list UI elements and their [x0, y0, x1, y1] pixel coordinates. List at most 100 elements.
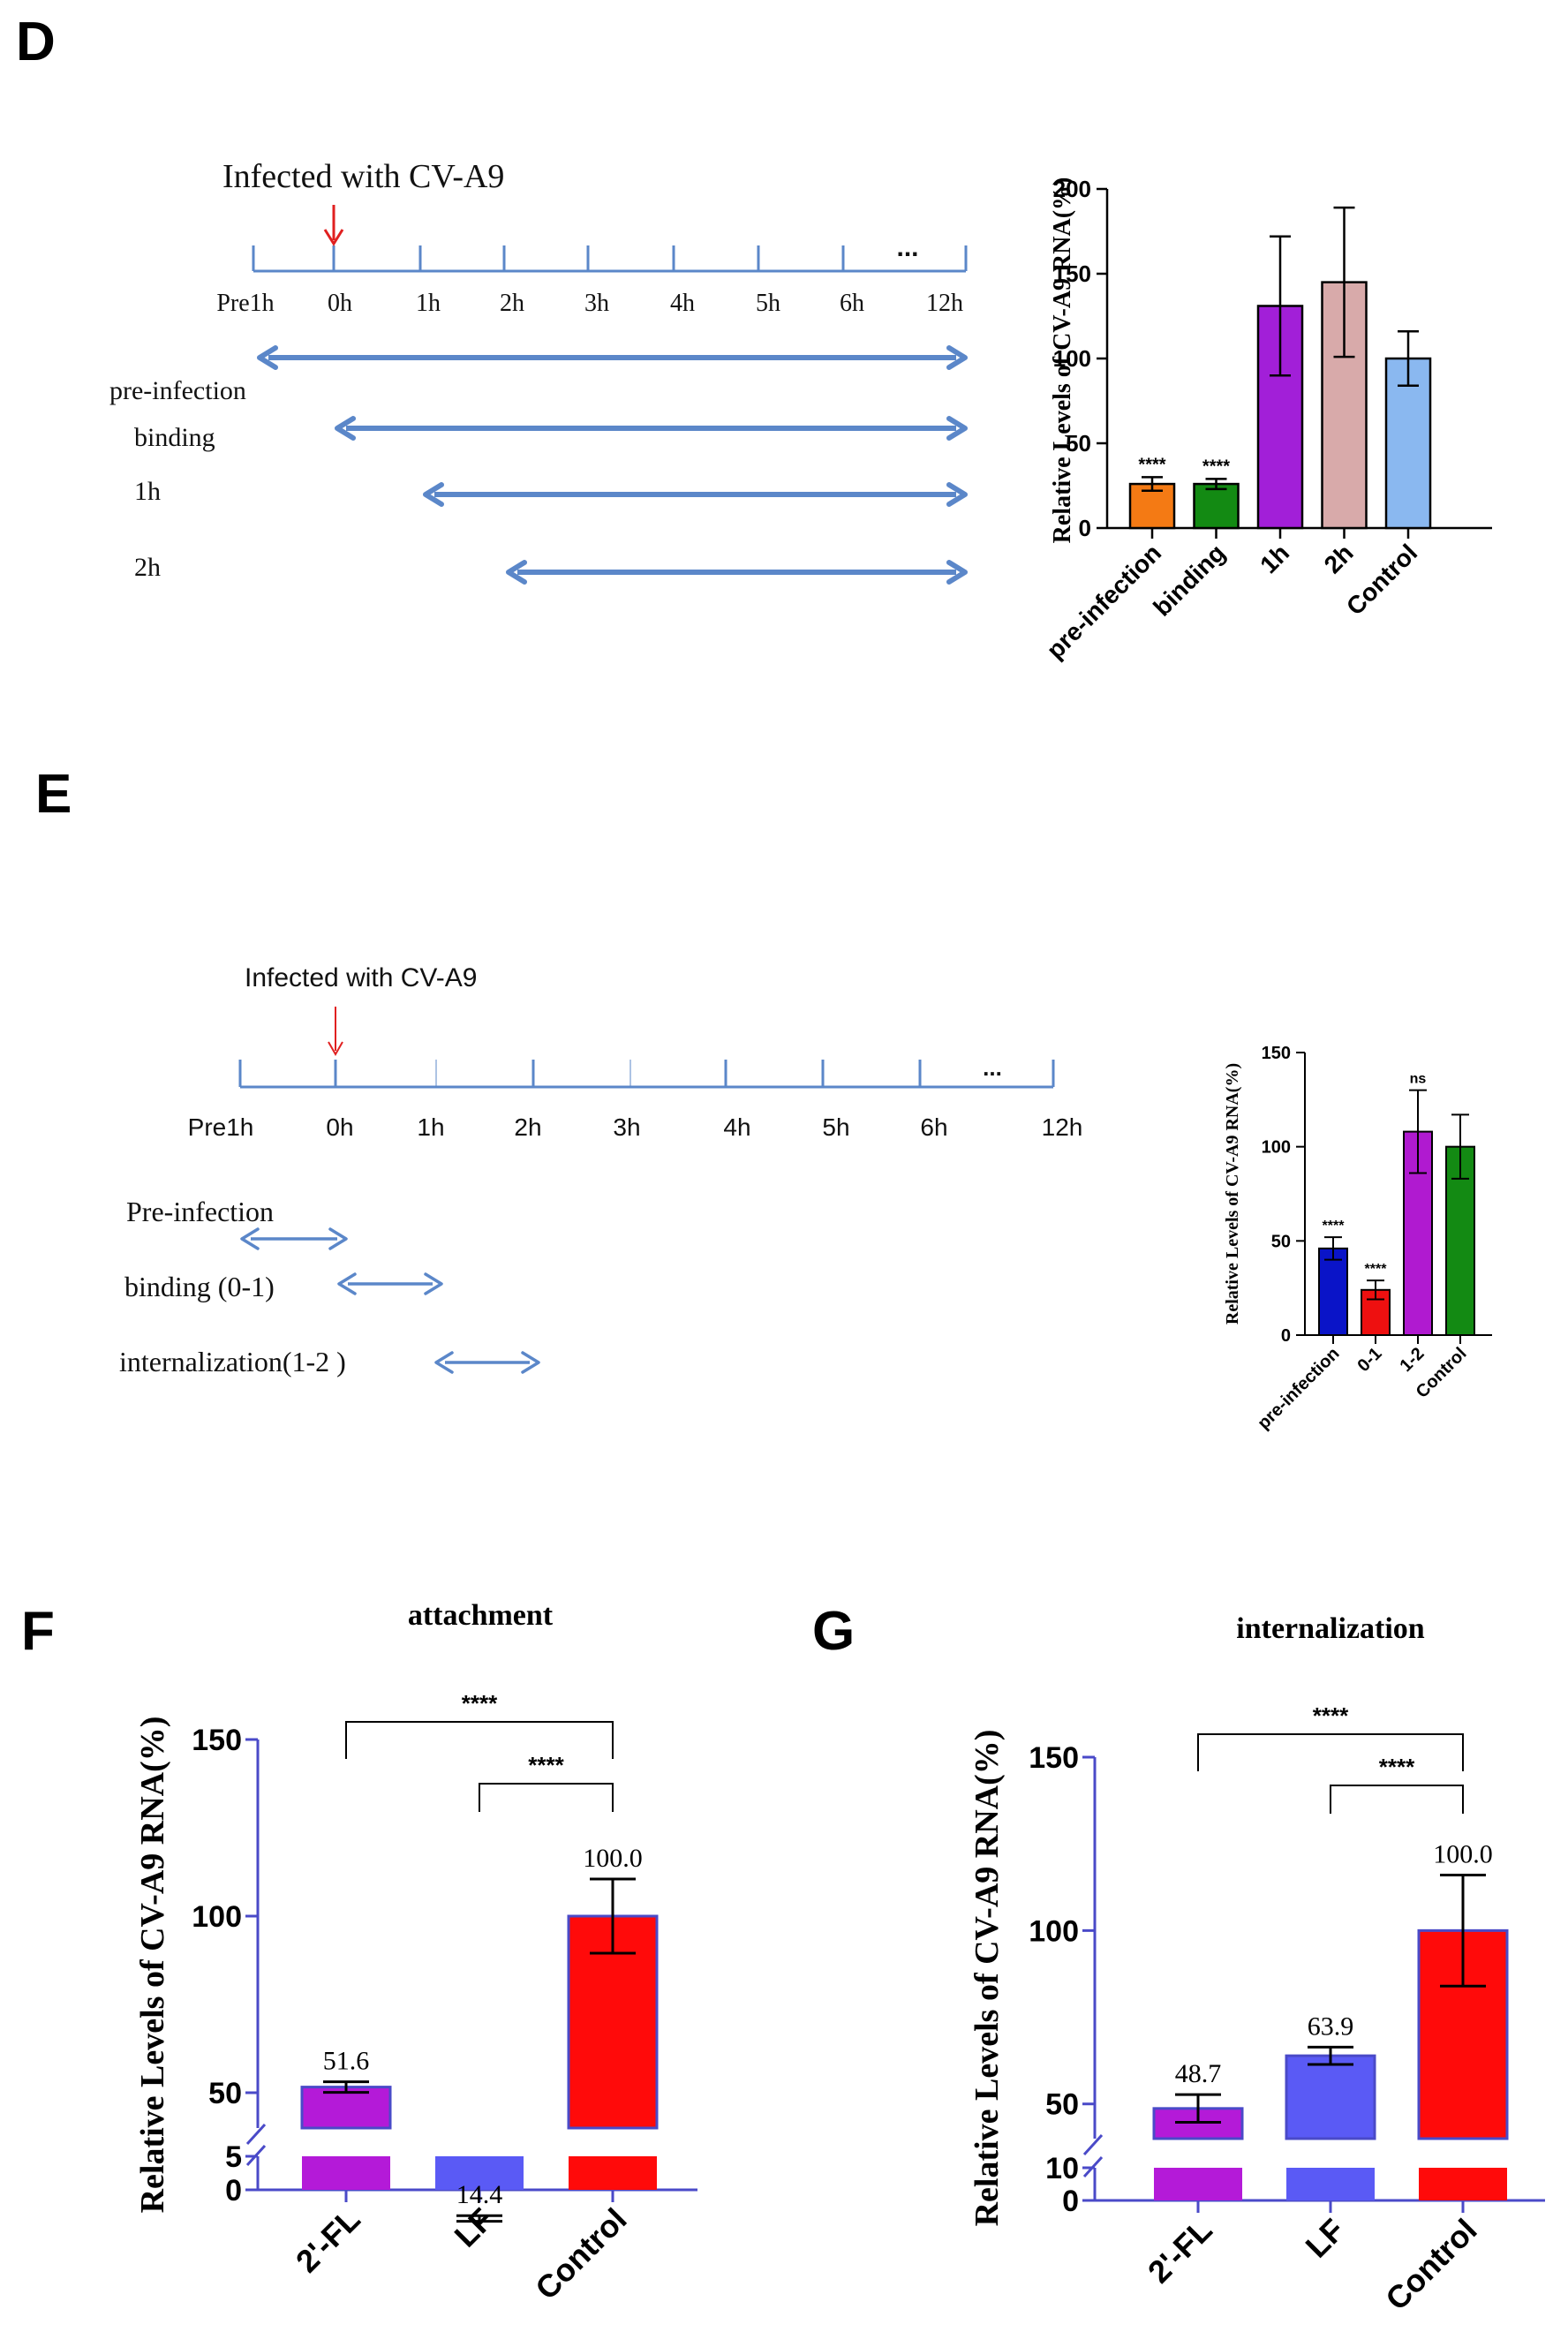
timeline-d-tick-label: 4h	[670, 290, 695, 317]
y-tick-label: 150	[1053, 260, 1091, 287]
timeline-d-treatment-arrow-head-left	[257, 345, 278, 370]
timeline-d-treatment-arrow-head-left	[506, 560, 527, 585]
y-tick-label: 0	[1079, 515, 1091, 541]
timeline-d-treatment-arrow	[506, 560, 968, 585]
significance-label: ****	[1365, 1262, 1388, 1277]
category-label: 0-1	[1354, 1344, 1386, 1376]
category-label: binding	[1148, 539, 1230, 621]
y-tick-label: 50	[1066, 430, 1091, 457]
timeline-d-treatment-arrow-head-right	[946, 416, 968, 441]
comparison-label: ****	[528, 1752, 564, 1778]
comparison-label: ****	[462, 1690, 498, 1717]
significance-label: ****	[1202, 457, 1230, 476]
chart-title: internalization	[1236, 1612, 1425, 1645]
timeline-e-treatment-arrow-head-right	[424, 1272, 443, 1295]
timeline-e-treatment-label: Pre-infection	[126, 1196, 274, 1227]
timeline-d-treatment-label: 2h	[134, 553, 161, 582]
value-label: 51.6	[323, 2047, 370, 2076]
significance-label: ns	[1410, 1072, 1427, 1087]
category-label: pre-infection	[1254, 1344, 1343, 1433]
bar-control	[1384, 357, 1432, 530]
comparison-bracket	[1197, 1733, 1464, 1771]
comparison-bracket	[345, 1721, 614, 1759]
timeline-d-treatment-arrow-head-right	[946, 560, 968, 585]
timeline-d-treatment-arrow-head-right	[946, 482, 968, 507]
timeline-e-treatment-label: binding (0-1)	[124, 1271, 275, 1302]
timeline-d-treatment-label: 1h	[134, 477, 161, 506]
timeline-d-tick-label: 5h	[756, 290, 780, 317]
y-axis-title: Relative Levels of CV-A9 RNA(%)	[1049, 177, 1076, 544]
infection-arrow-e-head	[328, 1041, 343, 1057]
timeline-d-treatment-arrow	[335, 416, 968, 441]
y-tick-label: 50	[1271, 1232, 1291, 1251]
chart-g: internalization 010 50 100 150 Relative Level…	[969, 1612, 1545, 2317]
chart-f: attachment 05 50 100 150 Relative Levels of C…	[134, 1599, 697, 2306]
comparison-bracket	[479, 1783, 614, 1812]
bar-pre-infection	[1318, 1247, 1348, 1337]
timeline-e-treatment-arrow-head-left	[240, 1227, 260, 1250]
value-label: 14.4	[456, 2180, 503, 2209]
category-label: 1h	[1255, 539, 1294, 578]
timeline-d-title: Infected with CV-A9	[222, 158, 504, 195]
timeline-d-tick-label: 2h	[500, 290, 524, 317]
y-tick-label: 150	[1262, 1044, 1291, 1063]
timeline-e-treatment-arrow-head-left	[434, 1351, 454, 1374]
comparison-label: ****	[1379, 1754, 1415, 1780]
comparison-bracket	[1330, 1785, 1464, 1814]
y-tick-label: 5	[225, 2140, 242, 2174]
timeline-d-treatment-label: pre-infection	[109, 376, 246, 405]
category-label: 2'-FL	[289, 2201, 367, 2280]
infection-arrow-d-head	[323, 229, 344, 246]
y-tick-label: 100	[1262, 1138, 1291, 1158]
bar-lf-lower	[435, 2156, 524, 2190]
timeline-e-ellipsis: ...	[983, 1054, 1002, 1081]
category-label: Control	[1341, 539, 1422, 620]
timeline-e-tick-label: 5h	[822, 1113, 849, 1141]
y-tick-label: 10	[1045, 2152, 1079, 2185]
bar-lf-upper	[1285, 2054, 1376, 2140]
panel-letter-g: G	[812, 1601, 855, 1662]
y-axis-title: Relative Levels of CV-A9 RNA(%)	[134, 1717, 171, 2214]
timeline-e-treatment-label: internalization(1-2 )	[119, 1346, 346, 1377]
timeline-d-treatment-arrow-head-right	[946, 345, 968, 370]
y-tick-label: 0	[1281, 1326, 1291, 1346]
y-tick-label: 150	[192, 1724, 242, 1757]
category-label: Control	[528, 2201, 633, 2306]
bar-2-fl-lower	[1154, 2168, 1242, 2200]
y-tick-label: 50	[1045, 2088, 1079, 2122]
y-tick-label: 100	[192, 1900, 242, 1934]
value-label: 48.7	[1175, 2059, 1222, 2088]
y-tick-label: 0	[1062, 2185, 1079, 2218]
timeline-e-title: Infected with CV-A9	[245, 963, 477, 992]
timeline-e-treatment-arrow	[337, 1272, 443, 1295]
y-tick-label: 0	[225, 2174, 242, 2207]
bar-2-fl-upper	[300, 2086, 392, 2130]
timeline-d-tick-label: 3h	[584, 290, 609, 317]
y-tick-label: 100	[1029, 1914, 1079, 1948]
chart-title: attachment	[408, 1599, 554, 1632]
category-label: 2h	[1319, 539, 1359, 578]
axis-break-mark	[245, 2123, 267, 2146]
bar-lf-lower	[1286, 2168, 1375, 2200]
timeline-e-tick-label: Pre1h	[188, 1113, 254, 1141]
category-label: 2'-FL	[1141, 2212, 1219, 2290]
significance-label: ****	[1138, 455, 1165, 474]
category-label: Control	[1378, 2212, 1483, 2317]
panel-letter-f: F	[21, 1601, 55, 1662]
timeline-e-tick-label: 2h	[514, 1113, 541, 1141]
timeline-e: Infected with CV-A9 Pre1h 0h 1h 2h 3h 4h 5h 6h 12…	[119, 963, 1082, 1377]
timeline-e-tick-label: 4h	[723, 1113, 750, 1141]
significance-label: ****	[1323, 1219, 1346, 1234]
y-axis-title: Relative Levels of CV-A9 RNA(%)	[1223, 1063, 1242, 1324]
timeline-d-ellipsis: ...	[896, 233, 918, 262]
timeline-d-treatment-label: binding	[134, 423, 215, 452]
comparison-label: ****	[1313, 1702, 1349, 1729]
bar-control-lower	[569, 2156, 657, 2190]
timeline-e-treatment-arrow-head-right	[521, 1351, 540, 1374]
timeline-e-tick-label: 3h	[613, 1113, 640, 1141]
timeline-e-tick-label: 6h	[920, 1113, 947, 1141]
timeline-d-tick-label: Pre1h	[216, 290, 274, 317]
timeline-d-treatment-arrow	[423, 482, 968, 507]
timeline-d: Infected with CV-A9 Pre1h 0h 1h 2h 3h 4h 5h 6h 12…	[109, 158, 968, 585]
timeline-e-treatment-arrow-head-right	[328, 1227, 348, 1250]
